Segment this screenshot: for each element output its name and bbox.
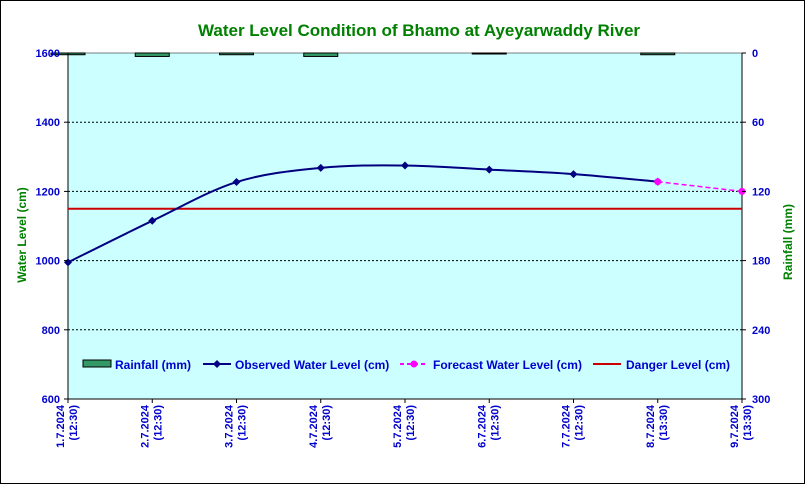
chart-title: Water Level Condition of Bhamo at Ayeyar… (198, 21, 640, 40)
legend-danger-label: Danger Level (cm) (626, 358, 730, 372)
x-tick-time: (12:30) (405, 405, 417, 441)
rainfall-bar (134, 52, 170, 57)
legend: Rainfall (mm) Observed Water Level (cm) … (82, 358, 730, 372)
legend-observed-marker (213, 360, 221, 368)
right-tick-label: 60 (752, 117, 764, 129)
rainfall-bar (303, 52, 339, 57)
left-tick-label: 1000 (36, 256, 60, 268)
left-tick-label: 600 (42, 394, 60, 406)
x-tick-time: (12:30) (68, 405, 80, 441)
legend-observed-label: Observed Water Level (cm) (235, 358, 389, 372)
x-tick-date: 8.7.2024 (645, 404, 657, 448)
x-tick-date: 1.7.2024 (55, 404, 67, 448)
observed-point (401, 161, 409, 170)
left-tick-label: 800 (42, 325, 60, 337)
legend-item-observed: Observed Water Level (cm) (203, 358, 389, 372)
x-tick-time: (12:30) (152, 405, 164, 441)
rainfall-bar (219, 52, 254, 56)
observed-point (232, 178, 241, 187)
left-tick-label: 1200 (36, 186, 60, 198)
legend-forecast-marker (410, 360, 418, 368)
legend-rainfall-label: Rainfall (mm) (115, 358, 191, 372)
x-tick-time: (12:30) (321, 405, 333, 441)
x-tick-time: (12:30) (237, 405, 249, 441)
rainfall-bar (640, 52, 676, 56)
x-tick-date: 3.7.2024 (224, 404, 236, 448)
left-tick-label: 1400 (36, 117, 60, 129)
x-tick-time: (12:30) (489, 405, 501, 441)
legend-forecast-label: Forecast Water Level (cm) (433, 358, 582, 372)
legend-rainfall-swatch (82, 359, 112, 368)
x-tick-date: 7.7.2024 (561, 404, 573, 448)
left-axis-ticks: 600 800 1000 1200 1400 1600 (36, 48, 68, 406)
right-tick-label: 0 (752, 48, 758, 60)
grid-lines (68, 121, 742, 331)
observed-point (148, 216, 157, 225)
observed-point (485, 165, 494, 174)
x-tick-time: (12:30) (574, 405, 586, 441)
x-tick-date: 9.7.2024 (729, 404, 741, 448)
legend-item-danger: Danger Level (cm) (593, 358, 730, 372)
right-tick-label: 120 (752, 186, 770, 198)
legend-item-rainfall: Rainfall (mm) (82, 358, 191, 372)
left-tick-label: 1600 (36, 48, 60, 60)
right-axis-label: Rainfall (mm) (781, 204, 795, 280)
left-axis-label: Water Level (cm) (15, 187, 29, 283)
x-axis-ticks: 1.7.2024 (12:30) 2.7.2024 (12:30) 3.7.2024 (1… (55, 399, 754, 448)
observed-point (316, 163, 325, 172)
x-tick-date: 6.7.2024 (476, 404, 488, 448)
right-tick-label: 240 (752, 325, 770, 337)
right-tick-label: 300 (752, 394, 770, 406)
observed-series (64, 161, 662, 267)
x-tick-date: 5.7.2024 (392, 404, 404, 448)
forecast-line (657, 180, 743, 193)
right-tick-label: 180 (752, 256, 770, 268)
observed-point (569, 170, 578, 179)
plot-area (68, 53, 742, 399)
x-tick-time: (13:30) (742, 405, 754, 441)
x-tick-date: 4.7.2024 (308, 404, 320, 448)
forecast-point (654, 178, 662, 186)
legend-item-forecast: Forecast Water Level (cm) (400, 358, 582, 372)
x-tick-time: (13:30) (658, 405, 670, 441)
x-tick-date: 2.7.2024 (139, 404, 151, 448)
right-axis-ticks: 0 60 120 180 240 300 (742, 48, 770, 406)
observed-line (67, 164, 658, 264)
